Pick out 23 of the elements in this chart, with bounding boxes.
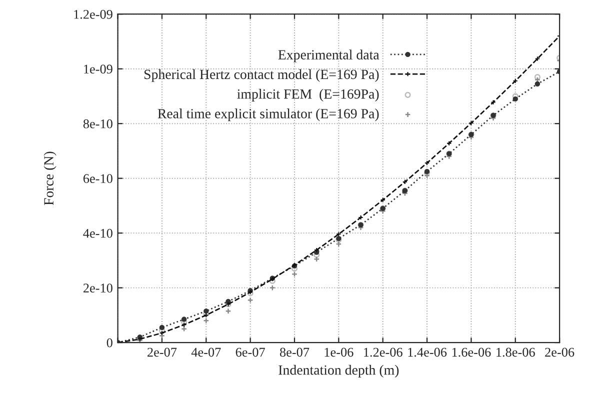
y-tick-label: 1.2e-09 bbox=[74, 10, 112, 19]
y-tick-label: 8e-10 bbox=[83, 119, 112, 128]
x-tick-label: 4e-07 bbox=[191, 348, 221, 357]
y-axis-title: Force (N) bbox=[44, 152, 56, 206]
x-tick-label: 1e-06 bbox=[324, 348, 354, 357]
x-tick-label: 8e-07 bbox=[280, 348, 310, 357]
legend-label: implicit FEM (E=169Pa) bbox=[237, 88, 379, 102]
x-axis-title: Indentation depth (m) bbox=[278, 364, 399, 378]
x-tick-label: 2e-06 bbox=[545, 348, 574, 357]
y-tick-label: 0 bbox=[106, 338, 112, 348]
legend-label: Spherical Hertz contact model (E=169 Pa) bbox=[144, 69, 379, 82]
y-tick-label: 6e-10 bbox=[83, 174, 112, 184]
x-tick-label: 1.4e-06 bbox=[408, 348, 447, 357]
x-tick-label: 1.8e-06 bbox=[496, 348, 535, 357]
legend-label: Experimental data bbox=[278, 50, 380, 62]
x-tick-label: 2e-07 bbox=[148, 348, 177, 357]
y-tick-label: 4e-10 bbox=[83, 228, 112, 238]
y-tick-label: 1e-09 bbox=[84, 64, 112, 74]
legend-label: Real time explicit simulator (E=169 Pa) bbox=[158, 108, 379, 122]
x-tick-label: 1.2e-06 bbox=[364, 348, 402, 357]
x-tick-label: 1.6e-06 bbox=[452, 348, 491, 357]
x-tick-label: 6e-07 bbox=[236, 348, 265, 357]
y-tick-label: 2e-10 bbox=[83, 284, 112, 293]
